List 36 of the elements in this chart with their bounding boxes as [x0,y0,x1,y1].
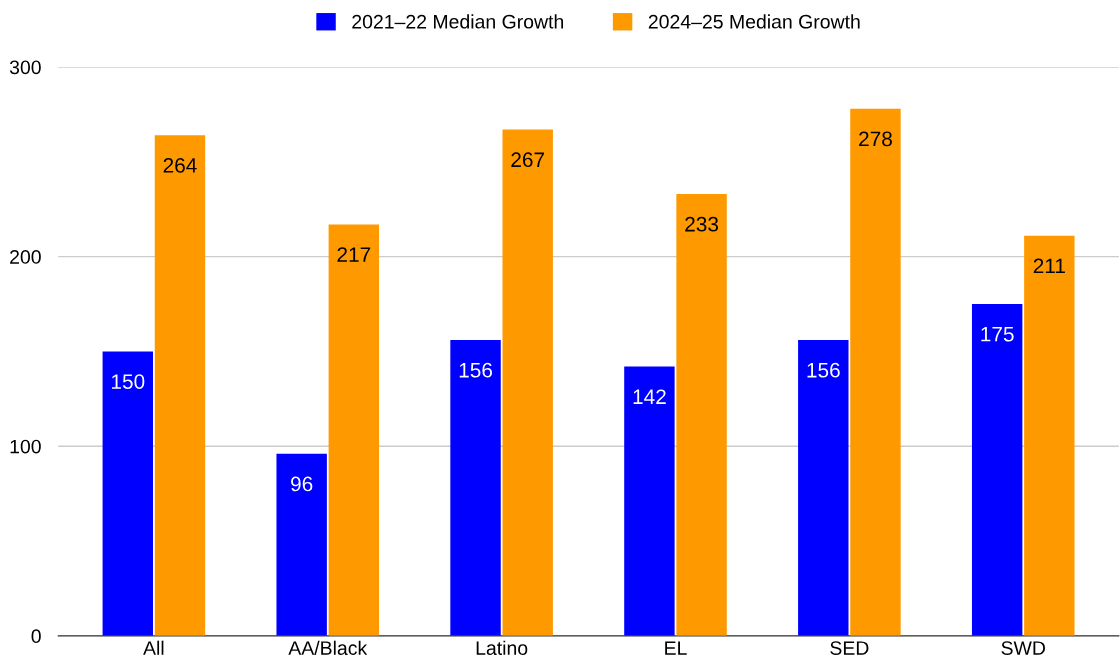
data-label: 142 [633,389,666,404]
x-tick-label: AA/Black [288,640,368,655]
bar [450,340,501,636]
bar [276,453,327,636]
data-label: 217 [337,247,371,262]
x-tick-label: Latino [476,640,528,655]
legend-label: 2024–25 Median Growth [648,14,860,29]
data-label: 175 [981,327,1014,342]
bar [102,351,153,636]
data-label: 156 [459,362,493,378]
data-label: 233 [685,216,719,232]
legend-label: 2021–22 Median Growth [352,14,564,29]
data-label: 267 [511,152,545,168]
x-tick-label: EL [665,641,687,655]
y-tick-label: 100 [10,439,41,454]
data-label: 264 [163,158,197,173]
bar [502,129,553,636]
bar [676,194,727,636]
bar [971,304,1023,636]
bar [1024,235,1075,636]
bar [798,340,849,636]
x-tick-label: SWD [1001,641,1045,655]
data-label: 96 [291,476,313,492]
bar [328,224,380,636]
bar [154,135,206,636]
y-tick-label: 200 [10,250,41,264]
bar [850,108,901,636]
bar [624,366,675,636]
x-tick-label: SED [830,641,869,655]
x-tick-label: All [143,640,164,655]
data-label: 150 [112,374,145,389]
data-label: 278 [859,131,892,147]
y-tick-label: 0 [31,629,41,644]
y-tick-label: 300 [9,60,41,75]
data-label: 156 [807,362,840,378]
data-label: 211 [1033,258,1065,274]
